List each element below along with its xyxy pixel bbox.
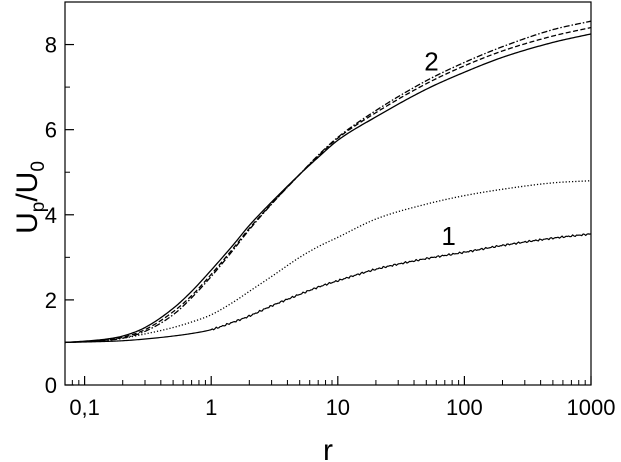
x-tick-label: 100 [446,395,483,420]
y-axis-title-numerator-subscript: p [28,202,49,213]
x-tick-label: 0,1 [69,395,100,420]
axes [64,1,592,386]
y-axis-title-slash: / [11,193,44,202]
y-axis-title: Up/U0 [11,161,49,234]
y-tick-label: 8 [45,33,57,58]
x-axis-title: r [323,434,333,462]
y-tick-label: 6 [45,118,57,143]
x-tick-label: 10 [326,395,350,420]
y-tick-label: 2 [45,288,57,313]
curve-group-label: 2 [424,47,438,77]
series-line-group2-dashed [64,26,592,344]
plot-frame [64,1,592,386]
series-line-group1-dotted [64,180,592,344]
y-axis-title-denominator: U [11,172,44,194]
series-line-group2-solid [64,33,592,344]
y-axis-title-denominator-subscript: 0 [28,161,49,172]
series-line-group2-dashdot [64,20,592,344]
series-line-group1-solid [64,233,592,344]
y-tick-label: 4 [45,203,57,228]
curves [64,20,592,344]
y-axis-title-numerator: U [11,212,44,234]
y-tick-label: 0 [45,373,57,398]
x-tick-label: 1 [205,395,217,420]
x-tick-label: 1000 [567,395,616,420]
curve-group-label: 1 [441,221,455,251]
